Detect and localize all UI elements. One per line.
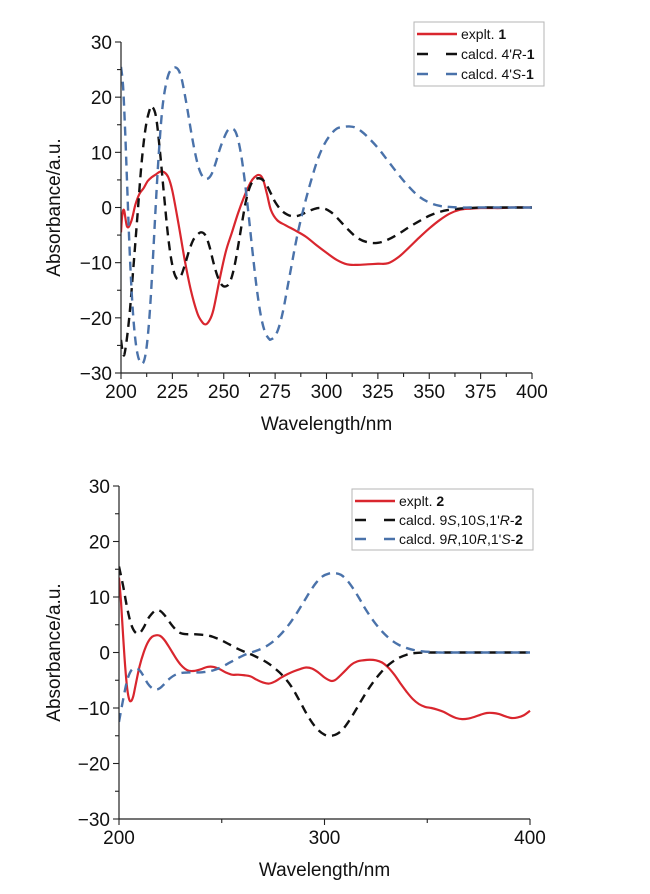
y-tick-label: −20: [80, 309, 112, 330]
y-axis-title: Absorbance/a.u.: [44, 138, 65, 276]
legend: explt. 1 calcd. 4'R-1 calcd. 4'S-1: [413, 21, 545, 87]
chart-panel-1: 200 225 250 275 300 325 350 375 400 −30 −20 −10 0 10…: [44, 21, 548, 435]
x-tick-labels: 200 225 250 275 300 325 350 375 400: [105, 382, 548, 403]
x-tick-label: 250: [208, 382, 240, 403]
legend-label: explt. 2: [399, 493, 444, 509]
x-tick-label: 350: [413, 382, 445, 403]
x-tick-label: 325: [362, 382, 394, 403]
y-tick-label: 30: [91, 33, 112, 54]
legend-label: calcd. 4'R-1: [461, 46, 535, 62]
legend-label: calcd. 9R,10R,1'S-2: [399, 531, 523, 547]
legend-item-expl: explt. 1: [417, 26, 506, 42]
x-tick-label: 200: [103, 828, 135, 849]
x-tick-label: 275: [259, 382, 291, 403]
y-tick-label: 10: [91, 143, 112, 164]
y-tick-label: −30: [80, 364, 112, 385]
y-tick-label: 0: [99, 644, 110, 665]
x-axis-title: Wavelength/nm: [259, 860, 390, 881]
series-line-calcd-S: [121, 66, 532, 365]
series-group: [121, 66, 532, 365]
x-tick-label: 400: [514, 828, 546, 849]
x-tick-label: 300: [311, 382, 343, 403]
x-tick-label: 225: [157, 382, 189, 403]
legend-item-calcd-SSR: calcd. 9S,10S,1'R-2: [355, 512, 523, 528]
legend-label: explt. 1: [461, 26, 506, 42]
x-tick-label: 375: [465, 382, 497, 403]
legend-label: calcd. 4'S-1: [461, 66, 534, 82]
y-tick-label: −10: [78, 699, 110, 720]
series-group: [119, 566, 531, 738]
series-line-expl: [119, 577, 531, 721]
series-line-calcd-R: [121, 104, 532, 357]
series-line-expl: [121, 170, 532, 326]
legend-label: calcd. 9S,10S,1'R-2: [399, 512, 523, 528]
y-tick-label: 0: [101, 199, 112, 220]
y-tick-label: 10: [89, 588, 110, 609]
y-tick-label: 30: [89, 477, 110, 498]
legend-item-calcd-RRS: calcd. 9R,10R,1'S-2: [355, 531, 523, 547]
legend-item-calcd-S: calcd. 4'S-1: [417, 66, 534, 82]
x-tick-label: 300: [309, 828, 341, 849]
y-tick-label: −20: [78, 755, 110, 776]
y-tick-label: 20: [89, 533, 110, 554]
x-tick-label: 200: [105, 382, 137, 403]
legend-box: [351, 488, 534, 551]
x-axis-title: Wavelength/nm: [261, 414, 392, 435]
axes: [115, 41, 533, 379]
series-line-calcd-SSR: [119, 566, 530, 738]
legend-box: [413, 21, 545, 87]
series-line-calcd-RRS: [119, 571, 530, 723]
legend-item-expl: explt. 2: [355, 493, 444, 509]
y-tick-labels: −30 −20 −10 0 10 20 30: [78, 477, 110, 831]
legend: explt. 2 calcd. 9S,10S,1'R-2 calcd. 9R,10R…: [351, 488, 534, 551]
x-tick-label: 400: [516, 382, 548, 403]
y-axis-title: Absorbance/a.u.: [44, 583, 65, 721]
y-tick-label: −30: [78, 810, 110, 831]
x-tick-labels: 200 300 400: [103, 828, 546, 849]
y-tick-label: 20: [91, 88, 112, 109]
axes: [113, 485, 531, 825]
legend-item-calcd-R: calcd. 4'R-1: [417, 46, 535, 62]
y-tick-labels: −30 −20 −10 0 10 20 30: [80, 33, 112, 385]
y-tick-label: −10: [80, 254, 112, 275]
chart-panel-2: 200 300 400 −30 −20 −10 0 10 20 30 Wavelength/nm…: [44, 477, 546, 881]
